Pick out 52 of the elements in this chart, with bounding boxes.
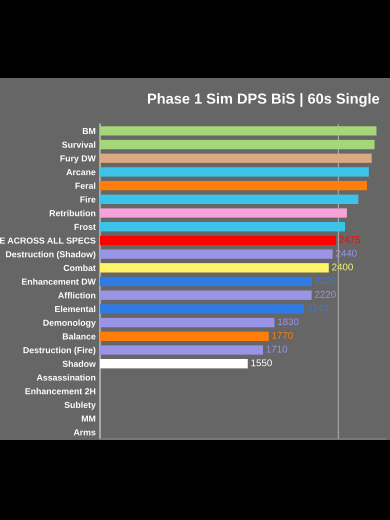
data-label: 2400 [332,264,353,270]
y-tick-label: Destruction (Shadow) [6,250,96,260]
bar [100,126,376,136]
bar [100,318,274,328]
y-tick-label: Arcane [66,169,96,176]
bar [100,345,264,355]
y-tick-label: Affliction [58,292,96,298]
bar [100,208,347,218]
bar [100,154,372,163]
y-tick-label: Demonology [43,319,96,328]
chart-title: Phase 1 Sim DPS BiS | 60s Single [148,93,380,107]
y-tick-label: Survival [62,141,96,148]
data-label: 2220 [314,290,336,298]
bar [100,304,304,314]
y-tick-label: Sublety [64,402,96,410]
y-tick-label: Enhancement DW [22,278,96,285]
y-tick-label: Shadow [62,360,96,367]
y-tick-label: Combat [64,264,96,272]
y-tick-label: Assassination [36,374,96,381]
bar [100,290,312,300]
y-tick-label: Balance [62,333,96,340]
y-tick-label: Elemental [55,306,96,312]
bar [100,167,369,177]
data-label: 1710 [266,346,288,353]
data-label: 2475 [339,236,360,244]
data-label: 1550 [251,359,272,366]
bar [100,249,333,259]
y-tick-label: BM [82,128,96,134]
y-tick-label: E ACROSS ALL SPECS [0,237,96,244]
bar [100,359,248,368]
bar [100,140,375,150]
y-tick-label: Feral [76,182,96,189]
y-tick-label: Fury DW [60,155,96,164]
y-tick-label: Fire [80,196,96,203]
y-tick-label: Retribution [50,210,96,216]
y-tick-label: Destruction (Fire) [24,346,96,355]
data-label: 1770 [272,332,293,339]
bar [100,194,358,204]
bar [100,222,346,232]
y-tick-label: MM [82,416,96,422]
bar [100,236,336,246]
bar [100,180,367,190]
data-label: 2220 [314,277,336,284]
bar [100,263,329,272]
y-tick-label: Arms [74,429,96,436]
data-label: 2440 [336,250,357,257]
y-tick-label: Enhancement 2H [25,388,96,394]
data-label: 2140 [307,304,328,312]
bar [100,332,269,341]
bar [100,276,312,286]
data-label: 1830 [278,318,299,326]
y-tick-label: Frost [74,224,96,230]
